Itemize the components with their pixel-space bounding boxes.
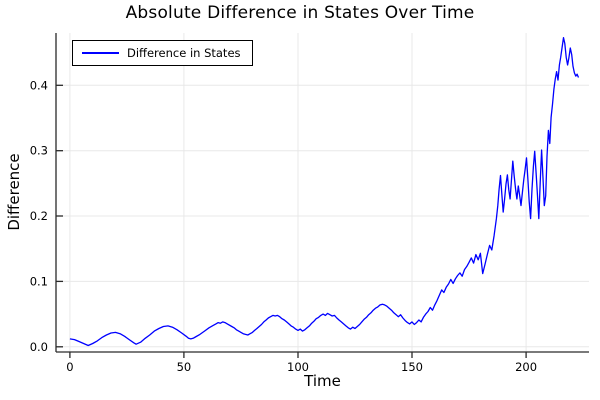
y-tick-label: 0.3 [30, 144, 48, 158]
x-tick-label: 0 [66, 360, 73, 374]
y-tick-label: 0.1 [30, 274, 48, 288]
legend-label: Difference in States [127, 46, 241, 60]
x-tick-label: 100 [287, 360, 309, 374]
series-line [69, 36, 580, 347]
x-tick-label: 200 [515, 360, 537, 374]
legend-line-swatch [82, 52, 119, 54]
x-axis-label: Time [304, 372, 341, 390]
x-tick-label: 150 [401, 360, 423, 374]
x-tick-label: 50 [177, 360, 192, 374]
legend: Difference in States [72, 40, 253, 66]
y-axis-label: Difference [5, 153, 23, 231]
y-tick-label: 0.2 [30, 209, 48, 223]
y-tick-label: 0.0 [30, 340, 48, 354]
y-tick-label: 0.4 [30, 78, 48, 92]
chart-title: Absolute Difference in States Over Time [125, 3, 475, 23]
